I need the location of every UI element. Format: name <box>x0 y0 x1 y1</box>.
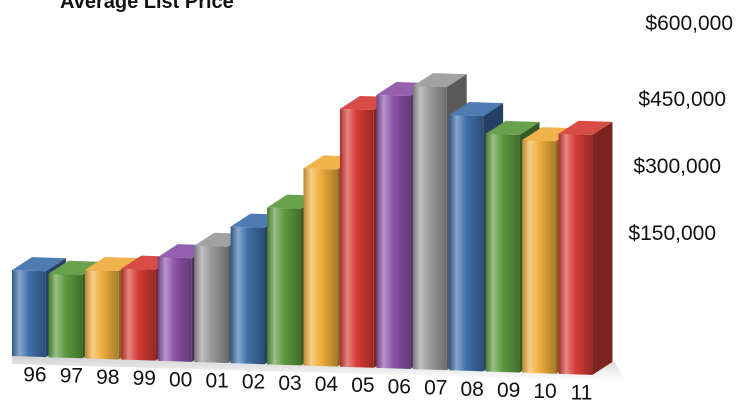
x-tick-label: 04 <box>315 373 339 396</box>
bar-front-face <box>194 245 229 364</box>
bar-front-face <box>412 86 447 371</box>
bar-front-face <box>376 94 411 369</box>
x-tick-label: 05 <box>351 374 374 397</box>
x-tick-label: 10 <box>533 380 556 401</box>
bar-front-face <box>303 168 338 367</box>
x-tick-label: 96 <box>23 364 46 387</box>
bar-front-face <box>522 140 557 374</box>
bar-front-face <box>12 270 46 358</box>
x-tick-label: 00 <box>169 368 192 391</box>
y-tick-label: $600,000 <box>645 12 733 35</box>
bar-top-face <box>449 102 504 117</box>
x-tick-label: 11 <box>571 381 593 401</box>
bar-front-face <box>84 269 119 360</box>
bar-front-face <box>267 207 301 366</box>
bar-front-face <box>157 257 192 362</box>
bar-top-face <box>84 256 139 272</box>
bar-front-face <box>121 268 156 361</box>
y-tick-label: $450,000 <box>638 88 726 111</box>
x-tick-label: 98 <box>96 366 119 389</box>
bar-front-face <box>449 115 484 372</box>
bar-top-face <box>485 120 540 136</box>
bar-front-face <box>558 133 593 375</box>
bar-top-face <box>522 127 577 142</box>
bar-front-face <box>230 226 265 365</box>
bar-top-face <box>412 73 467 88</box>
bar-11 <box>558 120 613 375</box>
bar-front-face <box>485 133 520 373</box>
bar-front-face <box>339 108 374 368</box>
x-tick-label: 01 <box>205 369 228 392</box>
chart-title: Average List Price <box>60 0 234 13</box>
y-tick-label: $300,000 <box>633 155 721 178</box>
bar-side-face <box>592 121 613 375</box>
bar-top-face <box>12 257 66 272</box>
x-tick-label: 09 <box>497 379 520 401</box>
x-tick-label: 97 <box>60 365 83 388</box>
x-tick-label: 99 <box>133 367 156 390</box>
bar-front-face <box>48 273 83 359</box>
bar-top-face <box>48 260 103 275</box>
x-tick-label: 08 <box>461 378 484 401</box>
bar-top-face <box>558 120 613 135</box>
x-tick-label: 02 <box>242 371 265 394</box>
x-tick-label: 07 <box>424 377 447 400</box>
x-tick-label: 03 <box>278 372 301 395</box>
x-tick-label: 06 <box>388 375 411 398</box>
y-tick-label: $150,000 <box>628 222 716 245</box>
